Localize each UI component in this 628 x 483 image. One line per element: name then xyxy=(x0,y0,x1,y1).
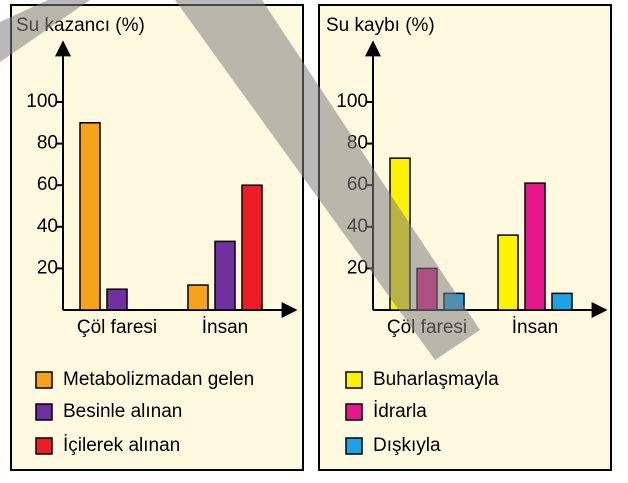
legend-swatch xyxy=(35,403,53,421)
bar xyxy=(551,292,573,311)
bar xyxy=(214,240,236,311)
bar xyxy=(241,184,263,311)
legend-swatch xyxy=(35,437,53,455)
y-tick-label: 80 xyxy=(37,133,58,154)
y-tick-label: 20 xyxy=(347,257,368,278)
legend-label: Dışkıyla xyxy=(373,435,441,456)
bar xyxy=(106,288,128,311)
legend-swatch xyxy=(345,403,363,421)
y-tick-label: 100 xyxy=(26,91,58,112)
legend-label: İçilerek alınan xyxy=(63,435,180,456)
bar xyxy=(497,234,519,311)
y-tick-label: 40 xyxy=(37,216,58,237)
legend-swatch xyxy=(345,437,363,455)
watermark xyxy=(175,0,480,360)
x-tick-label: İnsan xyxy=(202,317,248,338)
legend-swatch xyxy=(35,371,53,389)
legend-label: Besinle alınan xyxy=(63,401,182,422)
bar xyxy=(524,182,546,311)
legend-label: İdrarla xyxy=(373,401,427,422)
y-tick-label: 20 xyxy=(37,257,58,278)
legend-label: Buharlaşmayla xyxy=(373,369,499,390)
legend-label: Metabolizmadan gelen xyxy=(63,369,254,390)
x-tick-label: İnsan xyxy=(512,317,558,338)
watermark xyxy=(0,0,90,62)
y-tick-label: 100 xyxy=(336,91,368,112)
y-axis-label: Su kaybı (%) xyxy=(326,15,435,36)
legend-swatch xyxy=(345,371,363,389)
bar xyxy=(79,122,101,311)
bar xyxy=(187,284,209,311)
y-tick-label: 60 xyxy=(37,174,58,195)
x-tick-label: Çöl faresi xyxy=(77,317,157,338)
